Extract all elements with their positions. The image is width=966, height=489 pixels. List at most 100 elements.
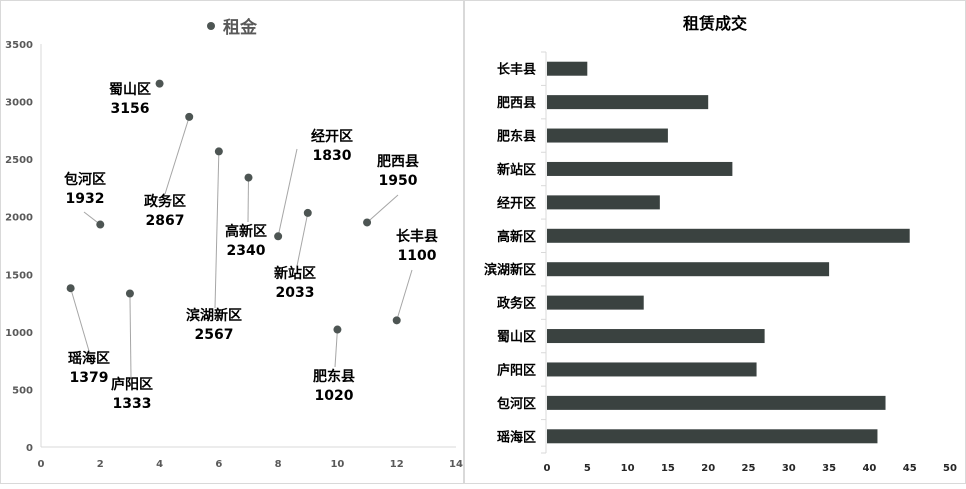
bar <box>547 228 910 243</box>
data-label-name: 长丰县 <box>396 228 438 245</box>
data-point <box>244 173 253 182</box>
y-tick-label: 1500 <box>5 270 33 281</box>
bar <box>547 429 878 444</box>
x-tick-label: 5 <box>584 463 591 474</box>
x-tick-label: 6 <box>215 459 222 470</box>
leader-line <box>334 329 338 368</box>
rent-scatter-panel: 租金 0 500 1000 1500 2000 2500 3000 3500 0 2 4 6 8 10 1… <box>0 0 464 484</box>
leader-lines <box>70 116 413 378</box>
data-label-name: 高新区 <box>225 223 267 240</box>
leader-line <box>396 269 413 321</box>
data-label-value: 1333 <box>113 396 152 412</box>
x-tick-label: 50 <box>943 463 957 474</box>
data-label-value: 2340 <box>227 243 266 259</box>
data-point <box>125 289 134 298</box>
data-label-value: 1379 <box>70 370 109 386</box>
x-tick-label: 10 <box>330 459 344 470</box>
legend-marker-icon <box>207 22 215 30</box>
data-point <box>214 147 223 156</box>
data-label-name: 蜀山区 <box>109 82 151 98</box>
data-point <box>185 112 194 121</box>
x-axis-ticks: 0 2 4 6 8 10 12 14 <box>38 459 463 470</box>
data-points <box>66 79 401 334</box>
x-tick-label: 2 <box>97 459 104 470</box>
x-tick-label: 14 <box>449 459 463 470</box>
chart-title: 租金 <box>223 17 258 38</box>
category-label: 新站区 <box>497 162 536 178</box>
data-label-name: 政务区 <box>144 193 186 210</box>
bar <box>547 128 668 143</box>
bar <box>547 329 765 344</box>
data-point <box>66 284 75 293</box>
bar <box>547 161 733 176</box>
y-tick-label: 1000 <box>5 328 33 339</box>
x-tick-label: 10 <box>621 463 635 474</box>
bars <box>547 61 910 444</box>
chart-title-group: 租金 <box>207 17 258 38</box>
category-label: 庐阳区 <box>497 362 536 378</box>
x-tick-label: 12 <box>390 459 404 470</box>
data-point <box>363 218 372 227</box>
data-label-value: 2567 <box>195 327 234 343</box>
data-point <box>274 232 283 241</box>
bar <box>547 61 588 76</box>
x-tick-label: 0 <box>38 459 45 470</box>
data-labels: 瑶海区 1379 包河区 1932 庐阳区 1333 蜀山区 3156 政务区 2867 滨湖新区 2… <box>64 82 438 412</box>
data-label-name: 新站区 <box>274 265 316 282</box>
bar <box>547 362 757 377</box>
data-label-name: 庐阳区 <box>111 376 153 393</box>
data-label-value: 2033 <box>276 285 315 301</box>
chart-title: 租赁成交 <box>683 14 747 33</box>
y-axis-ticks: 0 500 1000 1500 2000 2500 3000 3500 <box>5 40 33 454</box>
bar <box>547 262 830 277</box>
data-label-name: 肥西县 <box>377 154 419 170</box>
data-point <box>303 208 312 217</box>
x-tick-label: 20 <box>701 463 715 474</box>
category-label: 滨湖新区 <box>484 262 536 278</box>
data-label-name: 瑶海区 <box>68 350 110 367</box>
category-label: 瑶海区 <box>497 429 536 445</box>
leader-line <box>70 288 90 352</box>
leader-line <box>164 116 190 195</box>
bar <box>547 195 660 210</box>
data-label-value: 2867 <box>146 213 185 229</box>
x-tick-label: 25 <box>742 463 756 474</box>
category-label: 长丰县 <box>497 62 536 78</box>
data-label-name: 经开区 <box>311 128 353 145</box>
data-label-value: 3156 <box>111 101 150 117</box>
data-label-value: 1830 <box>313 148 352 164</box>
x-tick-label: 30 <box>782 463 796 474</box>
y-tick-label: 3500 <box>5 40 33 51</box>
data-point <box>333 325 342 334</box>
x-tick-label: 4 <box>156 459 163 470</box>
data-label-name: 肥东县 <box>313 368 355 385</box>
y-tick-label: 2000 <box>5 213 33 224</box>
x-tick-label: 8 <box>275 459 282 470</box>
leader-line <box>277 148 298 237</box>
bar <box>547 395 886 410</box>
bar <box>547 95 709 110</box>
leader-line <box>214 151 220 309</box>
data-label-name: 包河区 <box>64 171 106 188</box>
x-tick-label: 35 <box>822 463 836 474</box>
data-point <box>155 79 164 88</box>
lease-bar-chart: 租赁成交 长丰县肥西县肥东县新站区经开区高新区滨湖新区政务区蜀山区庐阳区包河区瑶… <box>484 14 957 474</box>
y-tick-label: 0 <box>26 443 33 454</box>
x-axis-ticks: 0 5 10 15 20 25 30 35 40 45 50 <box>544 463 957 474</box>
leader-line <box>129 293 132 378</box>
category-label: 政务区 <box>497 296 536 312</box>
leader-line <box>366 194 399 223</box>
data-label-value: 1950 <box>379 173 418 189</box>
category-label: 经开区 <box>497 195 536 211</box>
data-label-value: 1100 <box>398 248 437 264</box>
category-label: 高新区 <box>497 229 536 245</box>
lease-bar-panel: 租赁成交 长丰县 肥西县 肥东县 新站区 经开区 高新区 滨湖新区 政务区 蜀山区 庐阳区 包河区瑶… <box>464 0 966 484</box>
y-tick-label: 3000 <box>5 98 33 109</box>
x-tick-label: 0 <box>544 463 551 474</box>
data-point <box>392 316 401 325</box>
bar <box>547 295 644 310</box>
category-label: 蜀山区 <box>497 329 536 345</box>
data-label-value: 1020 <box>315 388 354 404</box>
data-label-name: 滨湖新区 <box>186 307 242 324</box>
